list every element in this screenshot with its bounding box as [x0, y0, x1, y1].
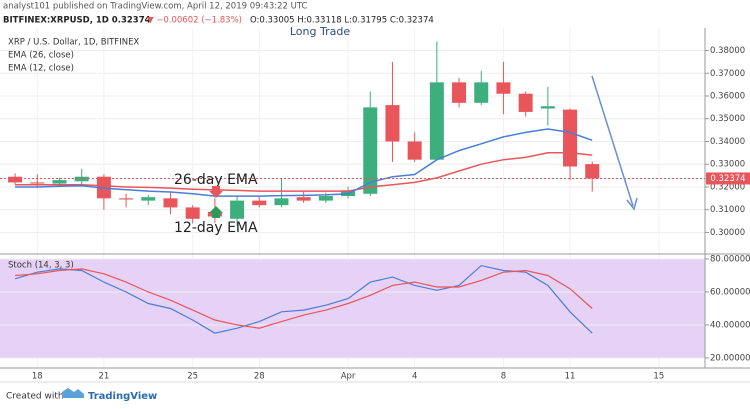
candle-body: [185, 207, 200, 219]
candle-body: [8, 176, 23, 183]
trend-arrow: [591, 75, 634, 207]
candle-body: [274, 198, 289, 206]
candle-body: [163, 198, 178, 208]
candle-body: [496, 82, 511, 94]
annotation: 12-day EMA: [174, 220, 258, 236]
arrow: [209, 186, 223, 198]
arrow: [209, 206, 223, 218]
candle-body: [452, 82, 467, 103]
candle-body: [141, 197, 156, 201]
candle-body: [385, 105, 400, 142]
symbol: BITFINEX:XRPUSD, 1D 0.32374: [3, 16, 151, 26]
stoch-line: [15, 268, 593, 329]
chart-title: Long Trade: [290, 25, 350, 38]
candle-body: [563, 109, 578, 167]
last-price-label: 0.32374: [710, 174, 745, 184]
y-tick-label: 20.00000: [710, 353, 750, 363]
footer-text: Created with: [6, 392, 64, 402]
y-tick-label: 40.00000: [710, 320, 750, 330]
x-tick-label: Apr: [341, 372, 356, 382]
candle-body: [52, 180, 67, 184]
footer-brand: TradingView: [88, 391, 157, 402]
ohlc: O:0.33005 H:0.33118 L:0.31795 C:0.32374: [250, 16, 434, 26]
y-tick-label: 0.33000: [710, 160, 745, 170]
y-tick-label: 0.35000: [710, 114, 745, 124]
x-tick-label: 21: [98, 372, 109, 382]
change: ▼ −0.00602 (−1.83%): [147, 16, 242, 26]
subtitle: XRP / U.S. Dollar, 1D, BITFINEX: [8, 38, 139, 48]
ema-line: [15, 152, 593, 192]
x-tick-label: 4: [412, 372, 417, 382]
y-tick-label: 0.31000: [710, 205, 745, 215]
candle-body: [74, 176, 89, 182]
x-tick-label: 28: [254, 372, 265, 382]
candle-body: [407, 141, 422, 160]
y-tick-label: 0.32000: [710, 182, 745, 192]
candle-body: [518, 93, 533, 112]
x-tick-label: 25: [187, 372, 198, 382]
y-tick-label: 60.00000: [710, 287, 750, 297]
y-tick-label: 0.30000: [710, 228, 745, 238]
x-tick-label: 18: [32, 372, 43, 382]
candle-body: [119, 198, 134, 200]
candle-body: [429, 82, 444, 160]
legend-entry: EMA (26, close): [8, 51, 74, 61]
stoch-band: [0, 258, 705, 358]
stoch-title: Stoch (14, 3, 3): [8, 261, 74, 271]
candle-body: [296, 197, 311, 201]
candle-body: [474, 82, 489, 103]
y-tick-label: 0.37000: [710, 69, 745, 79]
candle-body: [585, 164, 600, 179]
y-tick-label: 80.00000: [710, 254, 750, 264]
trend-arrow-head: [626, 197, 638, 211]
last-price-box: [706, 172, 750, 185]
x-tick-label: 15: [653, 372, 664, 382]
publisher: analyst101 published on TradingView.com,…: [3, 2, 308, 12]
x-tick-label: 8: [501, 372, 506, 382]
candle-body: [540, 106, 555, 109]
candle-body: [363, 107, 378, 194]
legend-entry: EMA (12, close): [8, 64, 74, 74]
candle-body: [252, 200, 267, 206]
plot-area: [0, 28, 705, 368]
y-tick-label: 0.34000: [710, 137, 745, 147]
y-tick-label: 0.36000: [710, 91, 745, 101]
x-tick-label: 11: [565, 372, 576, 382]
candle-body: [30, 182, 45, 184]
y-tick-label: 0.38000: [710, 46, 745, 56]
logo: [62, 388, 84, 398]
candle-body: [230, 200, 245, 219]
annotation: 26-day EMA: [174, 172, 258, 188]
candle-body: [318, 196, 333, 201]
stoch-line: [14, 264, 593, 334]
ema-line: [15, 128, 593, 197]
